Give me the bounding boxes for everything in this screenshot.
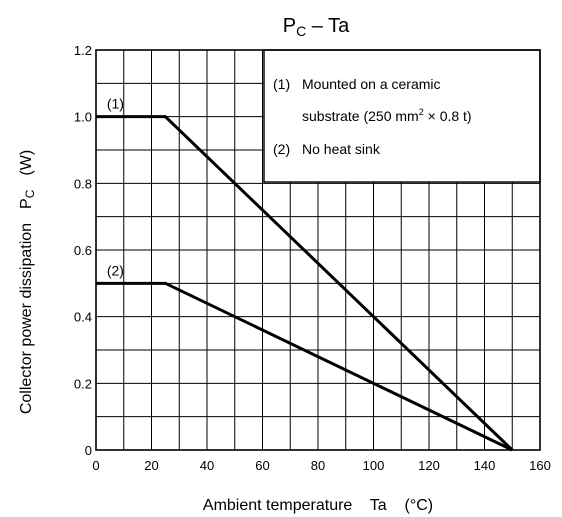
chart-title-sub: C <box>296 23 306 39</box>
y-axis-label-symbol: P <box>18 198 35 209</box>
y-axis-label: Collector power dissipation PC (W) <box>18 150 37 414</box>
legend-line-2-sup: 2 <box>419 107 424 117</box>
y-tick-label: 0.8 <box>74 176 92 191</box>
y-axis-label-text: Collector power dissipation <box>18 223 35 414</box>
x-tick-label: 40 <box>200 458 214 473</box>
x-tick-label: 20 <box>144 458 158 473</box>
legend-line-2: substrate (250 mm2 × 0.8 t) <box>302 107 472 124</box>
y-tick-label: 1.0 <box>74 110 92 125</box>
legend-line-3-marker: (2) <box>273 141 290 157</box>
y-tick-label: 0.6 <box>74 243 92 258</box>
x-tick-label: 60 <box>255 458 269 473</box>
series-line-2 <box>96 281 513 452</box>
legend-line-2-text: substrate (250 mm <box>302 108 419 124</box>
chart-title: PC – Ta <box>283 15 350 39</box>
x-tick-label: 0 <box>92 458 99 473</box>
series-2-label: (2) <box>107 262 124 278</box>
y-tick-label: 0.2 <box>74 376 92 391</box>
y-axis-label-symbol-sub: C <box>23 189 37 198</box>
chart-title-main: P <box>283 15 296 37</box>
y-tick-label: 0 <box>85 443 92 458</box>
y-tick-label: 0.4 <box>74 310 92 325</box>
legend-line-1-marker: (1) <box>273 76 290 92</box>
x-axis-label: Ambient temperature Ta (°C) <box>203 497 433 514</box>
series-line-1 <box>96 115 514 452</box>
chart-title-rest: – Ta <box>306 15 350 37</box>
tick-labels: 0 20 40 60 80 100 120 140 160 0 0.2 0.4 0.6 0.8 1.0 1.2 <box>74 43 551 473</box>
plot-frame <box>95 49 541 451</box>
series-1-label: (1) <box>107 96 124 112</box>
y-axis-label-unit: (W) <box>18 150 35 176</box>
x-tick-label: 120 <box>418 458 440 473</box>
legend-line-2-text-after: × 0.8 t) <box>424 108 472 124</box>
x-tick-label: 160 <box>529 458 551 473</box>
x-tick-label: 140 <box>474 458 496 473</box>
x-tick-label: 100 <box>363 458 385 473</box>
legend-line-3-text: No heat sink <box>302 141 381 157</box>
x-tick-label: 80 <box>311 458 325 473</box>
legend-line-1-text: Mounted on a ceramic <box>302 76 441 92</box>
series: (1) (2) <box>96 96 514 452</box>
y-tick-label: 1.2 <box>74 43 92 58</box>
legend-box <box>263 49 541 183</box>
legend: (1) Mounted on a ceramic substrate (250 … <box>273 76 472 157</box>
